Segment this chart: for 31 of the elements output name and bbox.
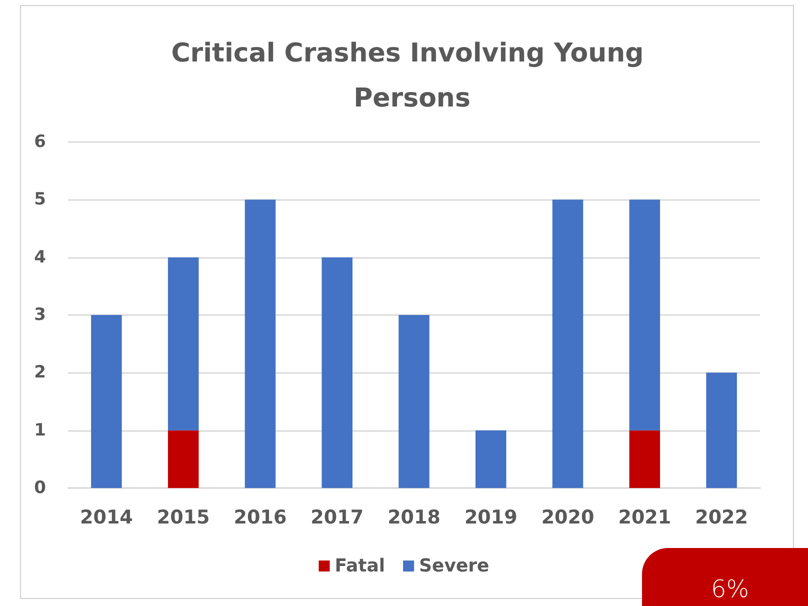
bar bbox=[398, 315, 430, 488]
x-tick-label: 2021 bbox=[618, 506, 672, 528]
bar bbox=[476, 430, 506, 488]
x-tick-label: 2018 bbox=[388, 506, 440, 528]
bar bbox=[244, 200, 276, 488]
bar bbox=[168, 257, 199, 430]
legend-label: Fatal bbox=[334, 556, 386, 576]
x-tick-label: 2014 bbox=[80, 506, 133, 528]
x-tick-label: 2019 bbox=[464, 506, 518, 528]
bar bbox=[629, 430, 660, 488]
y-tick-label: 3 bbox=[34, 305, 46, 325]
y-tick-label: 4 bbox=[34, 247, 46, 268]
chart-title: Critical Crashes Involving Young Persons bbox=[171, 38, 653, 114]
x-tick-label: 2020 bbox=[541, 506, 594, 528]
legend-label: Severe bbox=[419, 556, 490, 576]
bar bbox=[322, 257, 352, 488]
text: 6% bbox=[710, 575, 750, 603]
x-tick-label: 2016 bbox=[234, 506, 287, 528]
y-tick-label: 6 bbox=[34, 132, 46, 152]
y-tick-label: 5 bbox=[34, 190, 46, 210]
y-tick-label: 2 bbox=[34, 362, 46, 383]
x-tick-label: 2015 bbox=[156, 506, 210, 528]
y-tick-label: 0 bbox=[34, 478, 46, 498]
bar bbox=[168, 430, 199, 488]
bar bbox=[91, 315, 122, 488]
x-tick-label: 2017 bbox=[310, 506, 364, 528]
bar bbox=[629, 200, 660, 430]
x-tick-label: 2022 bbox=[695, 506, 748, 528]
y-tick-label: 1 bbox=[34, 420, 46, 440]
bar bbox=[552, 200, 584, 488]
bar bbox=[706, 372, 737, 488]
